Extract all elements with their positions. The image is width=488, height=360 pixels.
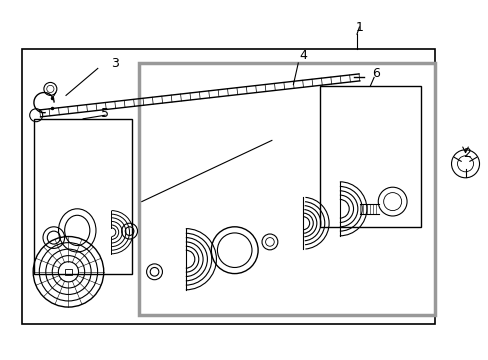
Bar: [22, 49, 434, 324]
Text: 6: 6: [372, 67, 380, 80]
Bar: [320, 86, 420, 227]
Text: 3: 3: [111, 57, 119, 69]
Bar: [139, 63, 434, 315]
Text: 2: 2: [462, 147, 470, 159]
Bar: [34, 119, 132, 274]
Text: 4: 4: [299, 49, 306, 62]
Bar: [65, 269, 72, 275]
Text: 5: 5: [101, 107, 109, 120]
Text: 1: 1: [355, 21, 363, 33]
